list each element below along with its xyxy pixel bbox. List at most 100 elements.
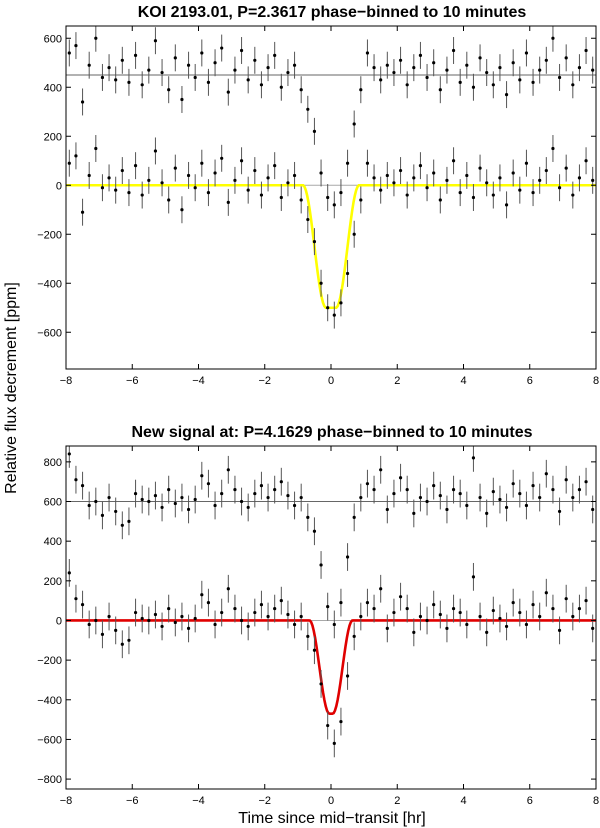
bottom-data-point xyxy=(127,638,131,642)
top-data-point xyxy=(405,193,409,197)
top-data-point xyxy=(498,66,502,70)
top-data-point xyxy=(438,198,442,202)
bottom-data-point xyxy=(491,490,495,494)
top-data-point xyxy=(359,88,363,92)
top-data-point xyxy=(200,161,204,165)
bottom-data-point xyxy=(518,610,522,615)
top-data-point xyxy=(279,85,283,89)
bottom-data-point xyxy=(319,563,323,567)
top-data-point xyxy=(186,173,191,178)
top-data-point xyxy=(438,88,442,92)
top-y-tick-label: 600 xyxy=(44,33,62,45)
top-data-point xyxy=(206,191,211,195)
bottom-data-point xyxy=(273,606,277,611)
top-data-point xyxy=(405,83,409,87)
bottom-data-point xyxy=(140,616,144,621)
top-data-point xyxy=(67,51,71,55)
top-data-point xyxy=(259,193,264,197)
top-data-point xyxy=(173,56,177,60)
top-data-point xyxy=(544,168,548,173)
top-data-point xyxy=(193,75,197,80)
top-data-point xyxy=(253,168,257,173)
bottom-data-point xyxy=(551,488,555,492)
top-data-point xyxy=(312,129,317,133)
top-data-point xyxy=(345,161,350,165)
bottom-y-tick-label: 400 xyxy=(44,536,62,548)
bottom-data-point xyxy=(226,587,230,591)
top-data-point xyxy=(518,188,522,192)
bottom-data-point xyxy=(100,513,105,517)
top-data-point xyxy=(100,75,105,80)
bottom-data-point xyxy=(80,603,85,607)
bottom-data-point xyxy=(498,497,502,502)
bottom-data-point xyxy=(485,511,489,516)
bottom-data-point xyxy=(538,495,542,500)
top-data-point xyxy=(299,88,303,92)
bottom-data-point xyxy=(186,626,191,631)
bottom-data-point xyxy=(306,515,310,519)
bottom-data-point xyxy=(465,503,469,508)
top-data-point xyxy=(206,80,211,84)
top-data-point xyxy=(379,78,383,82)
top-data-point xyxy=(352,232,356,236)
bottom-panel: −8 −6 −4 −2 0 2 4 6 8 −800 −600 −400 −200 0 200 400 600 8… xyxy=(37,445,599,807)
bottom-data-point xyxy=(491,608,495,613)
bottom-data-point xyxy=(326,723,330,728)
bottom-data-point xyxy=(432,484,436,488)
bottom-x-tick-label: 4 xyxy=(460,795,466,807)
top-data-point xyxy=(557,75,562,80)
bottom-x-tick-label: −4 xyxy=(192,795,205,807)
bottom-data-point xyxy=(577,606,582,611)
top-data-point xyxy=(491,83,495,87)
top-data-point xyxy=(319,171,323,175)
top-data-point xyxy=(591,178,595,182)
bottom-data-point xyxy=(524,622,529,627)
bottom-data-point xyxy=(206,601,211,605)
bottom-data-point xyxy=(167,488,171,492)
top-data-point xyxy=(87,173,91,178)
top-data-point xyxy=(418,164,423,168)
top-data-point xyxy=(140,83,144,87)
bottom-data-point xyxy=(206,482,211,486)
top-data-point xyxy=(153,39,158,43)
top-data-point xyxy=(412,176,416,180)
bottom-data-point xyxy=(120,642,124,646)
bottom-y-tick-label: −800 xyxy=(37,774,62,786)
top-data-point xyxy=(286,70,290,75)
bottom-data-point xyxy=(312,529,317,533)
top-data-point xyxy=(591,68,595,72)
bottom-data-point xyxy=(345,555,350,559)
bottom-data-point xyxy=(239,618,244,623)
top-data-point xyxy=(445,178,449,182)
bottom-data-point xyxy=(273,488,277,492)
top-data-point xyxy=(80,210,85,214)
top-data-point xyxy=(577,176,582,180)
top-data-point xyxy=(180,97,184,102)
bottom-x-tick-label: −8 xyxy=(60,795,73,807)
bottom-data-point xyxy=(359,614,363,619)
bottom-data-point xyxy=(504,624,509,629)
top-data-point xyxy=(246,78,250,82)
top-offset-points xyxy=(67,26,595,219)
bottom-data-point xyxy=(478,495,482,500)
bottom-data-point xyxy=(246,624,250,629)
top-data-point xyxy=(465,173,469,178)
top-x-tick-label: 8 xyxy=(593,375,599,387)
top-data-point xyxy=(538,68,542,72)
bottom-data-point xyxy=(392,491,396,496)
top-data-point xyxy=(74,154,78,158)
top-data-point xyxy=(432,61,436,65)
bottom-data-point xyxy=(133,610,138,615)
bottom-data-point xyxy=(451,606,456,611)
top-data-point xyxy=(87,63,91,67)
top-x-tick-label: 0 xyxy=(328,375,334,387)
top-data-point xyxy=(385,63,389,67)
top-data-point xyxy=(266,176,270,180)
top-data-point xyxy=(485,70,489,75)
top-x-tick-label: 6 xyxy=(527,375,533,387)
bottom-data-point xyxy=(385,626,389,631)
top-data-point xyxy=(392,70,396,75)
bottom-data-point xyxy=(67,452,71,456)
top-data-point xyxy=(279,195,283,200)
